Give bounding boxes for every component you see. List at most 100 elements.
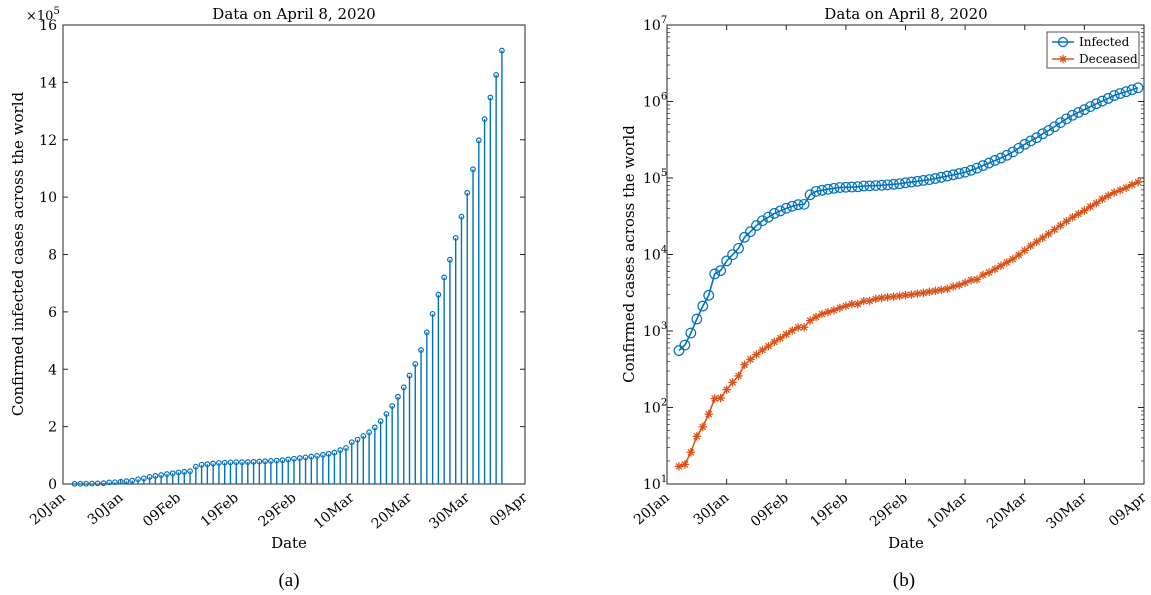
stem-marker (273, 457, 280, 464)
stem-marker (233, 459, 240, 466)
point-infected (965, 164, 977, 176)
stem-marker (400, 384, 407, 391)
y-tick-label: 10 (39, 190, 57, 206)
point-deceased (907, 290, 916, 299)
point-infected (1031, 132, 1043, 144)
stem-marker (77, 480, 84, 487)
stem-marker (100, 480, 107, 487)
stem-marker (239, 459, 245, 466)
stem-marker (279, 457, 286, 464)
point-infected (709, 268, 721, 280)
stem-marker (296, 455, 303, 461)
stem-marker (146, 474, 153, 480)
stem-marker (216, 460, 222, 466)
stem-marker (129, 477, 136, 484)
point-deceased (1080, 206, 1089, 215)
point-deceased (799, 323, 809, 332)
point-deceased (764, 341, 773, 351)
stem-marker (377, 418, 384, 425)
point-infected (703, 289, 715, 301)
point-infected (1037, 128, 1049, 140)
point-deceased (1032, 237, 1041, 247)
point-infected (792, 199, 804, 211)
point-infected (804, 189, 816, 201)
stem-marker (325, 450, 332, 457)
panel-a: Data on April 8, 2020 ×105 Confirmed inf… (9, 5, 531, 591)
point-deceased (805, 316, 815, 325)
point-deceased (937, 285, 946, 294)
point-infected (733, 242, 744, 254)
point-deceased (722, 385, 731, 394)
stem-marker (452, 234, 459, 241)
point-infected (906, 176, 917, 188)
point-infected (1001, 149, 1013, 161)
stem-marker (383, 411, 390, 417)
chart-b-xlabel: Date (888, 534, 924, 552)
point-infected (876, 179, 888, 191)
point-infected (864, 180, 876, 192)
stem-marker (164, 471, 170, 477)
point-infected (1055, 117, 1066, 129)
point-deceased (919, 288, 928, 297)
point-infected (935, 171, 947, 183)
point-deceased (871, 294, 880, 304)
y-tick-label: 8 (48, 248, 57, 264)
point-deceased (954, 280, 964, 290)
point-deceased (895, 291, 904, 301)
y-tick-label: 0 (48, 477, 57, 493)
point-infected (691, 313, 703, 325)
point-infected (679, 339, 691, 351)
stem-marker (262, 458, 269, 465)
stem-marker (135, 476, 141, 483)
stem-marker (291, 455, 297, 462)
point-deceased (835, 303, 845, 313)
point-deceased (889, 292, 898, 301)
point-infected (798, 198, 810, 210)
stem-marker (464, 189, 471, 196)
point-infected (894, 178, 905, 190)
point-infected (846, 181, 858, 193)
point-infected (953, 168, 965, 179)
stem-marker (308, 453, 315, 460)
x-tick-label: 30Mar (1044, 490, 1091, 533)
point-deceased (680, 460, 690, 469)
stem-marker (181, 468, 188, 475)
stem-marker (389, 403, 396, 409)
point-deceased (984, 268, 994, 277)
y-tick-label: 105 (643, 168, 667, 187)
legend-deceased-marker (1058, 54, 1068, 64)
point-infected (780, 202, 792, 214)
y-tick-label: 101 (643, 474, 667, 493)
y-tick-label: 104 (643, 245, 667, 264)
point-infected (941, 170, 953, 182)
stem-marker (429, 310, 436, 317)
point-infected (774, 205, 786, 217)
stem-marker (187, 468, 193, 475)
point-deceased (841, 301, 851, 311)
point-infected (1078, 104, 1090, 116)
panel-b-caption: (b) (893, 570, 915, 591)
stem-marker (88, 480, 95, 487)
chart-a-y-exponent: ×105 (26, 6, 60, 24)
point-deceased (811, 312, 821, 322)
chart-a-stems (71, 47, 505, 487)
stem-marker (481, 116, 488, 122)
point-deceased (752, 350, 761, 359)
point-infected (888, 178, 899, 190)
stem-marker (175, 469, 182, 476)
point-infected (912, 175, 923, 187)
stem-marker (493, 72, 500, 78)
point-deceased (877, 293, 886, 303)
stem-marker (331, 449, 338, 456)
point-deceased (1074, 209, 1083, 219)
point-infected (977, 160, 989, 171)
stem-marker (221, 459, 228, 466)
y-tick-label: 4 (48, 362, 57, 378)
stem-marker (169, 470, 176, 477)
x-tick-label: 30Jan (691, 490, 733, 528)
y-tick-label: 102 (643, 398, 667, 417)
stem-marker (285, 456, 292, 463)
stem-marker (487, 94, 494, 101)
chart-b-series (673, 82, 1144, 471)
